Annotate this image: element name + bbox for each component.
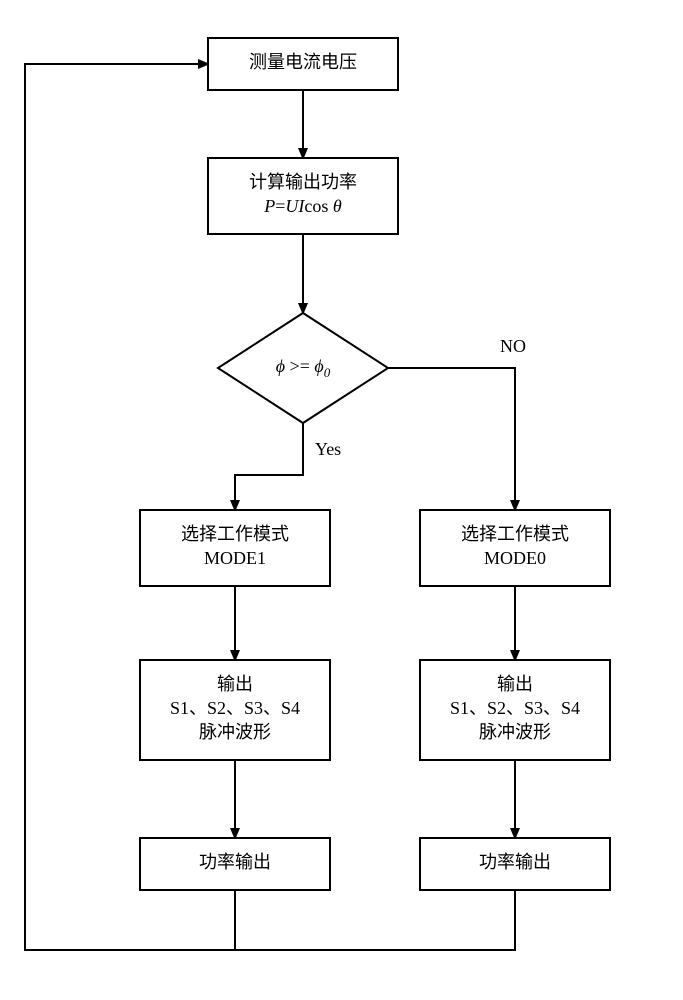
node-n6-line-1: S1、S2、S3、S4 (170, 698, 300, 718)
edge-3-label: NO (500, 336, 526, 356)
node-n7-line-0: 输出 (497, 674, 533, 694)
node-n2-line-0: 计算输出功率 (249, 172, 357, 192)
node-n5: 选择工作模式 MODE0 (420, 510, 610, 586)
node-n5-line-1: MODE0 (484, 548, 546, 568)
edge-2-label: Yes (315, 439, 341, 459)
node-n7: 输出 S1、S2、S3、S4 脉冲波形 (420, 660, 610, 760)
edge-3 (388, 368, 515, 510)
node-n6: 输出 S1、S2、S3、S4 脉冲波形 (140, 660, 330, 760)
node-n6-line-0: 输出 (217, 674, 253, 694)
edge-2 (235, 423, 303, 510)
node-n7-line-2: 脉冲波形 (479, 722, 551, 742)
node-n9-line-0: 功率输出 (479, 852, 551, 872)
node-n4-line-0: 选择工作模式 (181, 524, 289, 544)
node-n9: 功率输出 (420, 838, 610, 890)
node-n7-line-1: S1、S2、S3、S4 (450, 698, 580, 718)
node-n2-line-1: P=UIcos θ (263, 196, 342, 216)
node-n8-line-0: 功率输出 (199, 852, 271, 872)
node-n6-line-2: 脉冲波形 (199, 722, 271, 742)
node-n3: ϕ >= ϕ0 (218, 313, 388, 423)
node-n5-line-0: 选择工作模式 (461, 524, 569, 544)
node-n4-line-1: MODE1 (204, 548, 266, 568)
node-n1: 测量电流电压 (208, 38, 398, 90)
node-n2: 计算输出功率 P=UIcos θ (208, 158, 398, 234)
node-n1-line-0: 测量电流电压 (249, 52, 357, 72)
node-n8: 功率输出 (140, 838, 330, 890)
edge-8 (25, 64, 235, 950)
node-n4: 选择工作模式 MODE1 (140, 510, 330, 586)
nodes-layer: 测量电流电压计算输出功率P=UIcos θϕ >= ϕ0选择工作模式MODE1选… (140, 38, 610, 890)
flowchart-diagram: Yes NO 测量电流电压计算输出功率 P=UIcos θ ϕ >= ϕ0 选择工作模式… (0, 0, 683, 1000)
edge-9 (235, 890, 515, 950)
